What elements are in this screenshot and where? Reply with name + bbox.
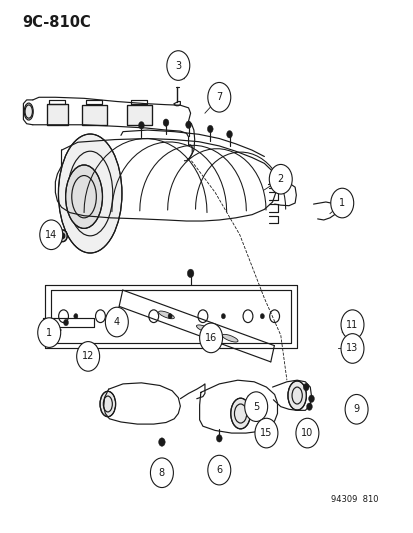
Text: 14: 14 bbox=[45, 230, 57, 240]
Text: 1: 1 bbox=[46, 328, 52, 337]
Circle shape bbox=[330, 188, 353, 218]
Ellipse shape bbox=[222, 334, 237, 342]
Bar bbox=[127, 104, 151, 125]
Text: 4: 4 bbox=[114, 317, 120, 327]
Text: 1: 1 bbox=[338, 198, 344, 208]
Circle shape bbox=[226, 131, 232, 138]
Ellipse shape bbox=[287, 381, 306, 410]
Circle shape bbox=[74, 313, 78, 319]
Ellipse shape bbox=[230, 398, 250, 429]
Ellipse shape bbox=[58, 230, 67, 241]
Ellipse shape bbox=[58, 134, 122, 253]
Circle shape bbox=[244, 392, 267, 422]
Text: 6: 6 bbox=[216, 465, 222, 475]
Text: 7: 7 bbox=[216, 92, 222, 102]
Ellipse shape bbox=[196, 325, 212, 333]
Text: 8: 8 bbox=[159, 468, 165, 478]
Circle shape bbox=[207, 455, 230, 485]
Circle shape bbox=[138, 122, 144, 129]
Circle shape bbox=[187, 269, 193, 278]
Bar bbox=[82, 104, 106, 125]
Circle shape bbox=[303, 383, 308, 391]
Circle shape bbox=[295, 418, 318, 448]
Text: 13: 13 bbox=[346, 343, 358, 353]
Circle shape bbox=[216, 435, 222, 442]
Text: 11: 11 bbox=[346, 320, 358, 330]
Circle shape bbox=[308, 395, 313, 402]
Circle shape bbox=[221, 313, 225, 319]
Circle shape bbox=[119, 313, 123, 319]
Text: 5: 5 bbox=[252, 402, 259, 411]
Circle shape bbox=[207, 83, 230, 112]
Circle shape bbox=[260, 313, 264, 319]
Text: 94309  810: 94309 810 bbox=[330, 495, 377, 504]
Circle shape bbox=[306, 403, 311, 410]
Bar bbox=[82, 104, 106, 125]
Circle shape bbox=[158, 438, 165, 446]
Circle shape bbox=[105, 307, 128, 337]
Text: 9C-810C: 9C-810C bbox=[23, 15, 91, 30]
Ellipse shape bbox=[61, 233, 64, 238]
Text: 3: 3 bbox=[175, 61, 181, 70]
Circle shape bbox=[340, 310, 363, 340]
Circle shape bbox=[64, 319, 68, 326]
Circle shape bbox=[166, 51, 189, 80]
Circle shape bbox=[150, 458, 173, 488]
Circle shape bbox=[163, 119, 169, 126]
Ellipse shape bbox=[100, 391, 115, 417]
Circle shape bbox=[76, 342, 100, 371]
Circle shape bbox=[344, 394, 367, 424]
Text: 2: 2 bbox=[277, 174, 283, 184]
Bar bbox=[127, 104, 151, 125]
Circle shape bbox=[268, 165, 292, 194]
Text: 9: 9 bbox=[353, 405, 359, 414]
Bar bbox=[47, 103, 67, 125]
Circle shape bbox=[38, 318, 61, 348]
Circle shape bbox=[254, 418, 277, 448]
Circle shape bbox=[40, 220, 63, 249]
Ellipse shape bbox=[158, 311, 174, 319]
Ellipse shape bbox=[24, 103, 33, 120]
Text: 16: 16 bbox=[204, 333, 217, 343]
Ellipse shape bbox=[65, 165, 102, 229]
Bar bbox=[47, 103, 67, 125]
Circle shape bbox=[199, 323, 222, 353]
Text: 15: 15 bbox=[260, 428, 272, 438]
Text: 12: 12 bbox=[82, 351, 94, 361]
Circle shape bbox=[207, 125, 213, 133]
Text: 10: 10 bbox=[301, 428, 313, 438]
Circle shape bbox=[185, 121, 191, 128]
Circle shape bbox=[340, 334, 363, 364]
Circle shape bbox=[168, 313, 172, 319]
